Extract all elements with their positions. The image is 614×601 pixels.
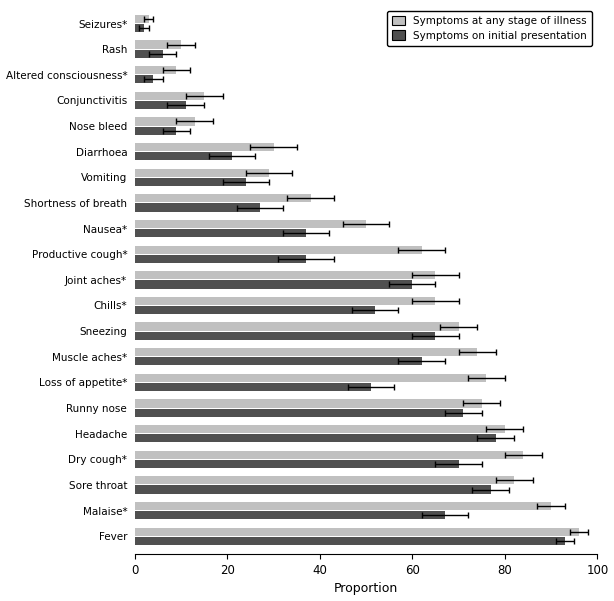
Bar bbox=[135, 434, 495, 442]
Bar bbox=[135, 92, 204, 100]
Bar bbox=[135, 511, 445, 519]
Bar bbox=[135, 101, 185, 109]
Bar bbox=[135, 476, 514, 484]
Bar bbox=[135, 460, 459, 468]
Bar bbox=[135, 281, 413, 288]
Bar bbox=[135, 15, 149, 23]
Bar bbox=[135, 24, 144, 32]
Bar bbox=[135, 169, 269, 177]
Bar bbox=[135, 502, 551, 510]
Bar bbox=[135, 66, 176, 75]
Bar bbox=[135, 220, 366, 228]
Bar bbox=[135, 409, 463, 416]
X-axis label: Proportion: Proportion bbox=[334, 582, 398, 596]
Bar bbox=[135, 332, 435, 340]
Bar bbox=[135, 117, 195, 126]
Bar bbox=[135, 425, 505, 433]
Bar bbox=[135, 194, 311, 203]
Bar bbox=[135, 374, 486, 382]
Bar bbox=[135, 357, 422, 365]
Bar bbox=[135, 204, 260, 212]
Bar bbox=[135, 322, 459, 331]
Bar bbox=[135, 537, 565, 545]
Bar bbox=[135, 178, 246, 186]
Bar bbox=[135, 127, 176, 135]
Bar bbox=[135, 399, 482, 407]
Bar bbox=[135, 40, 181, 49]
Bar bbox=[135, 383, 371, 391]
Bar bbox=[135, 152, 232, 160]
Bar bbox=[135, 271, 435, 279]
Bar bbox=[135, 143, 274, 151]
Bar bbox=[135, 451, 523, 459]
Bar bbox=[135, 306, 375, 314]
Bar bbox=[135, 348, 477, 356]
Bar bbox=[135, 297, 435, 305]
Bar bbox=[135, 229, 306, 237]
Bar bbox=[135, 528, 579, 535]
Legend: Symptoms at any stage of illness, Symptoms on initial presentation: Symptoms at any stage of illness, Sympto… bbox=[387, 11, 592, 46]
Bar bbox=[135, 255, 306, 263]
Bar bbox=[135, 75, 154, 84]
Bar bbox=[135, 486, 491, 493]
Bar bbox=[135, 246, 422, 254]
Bar bbox=[135, 50, 163, 58]
